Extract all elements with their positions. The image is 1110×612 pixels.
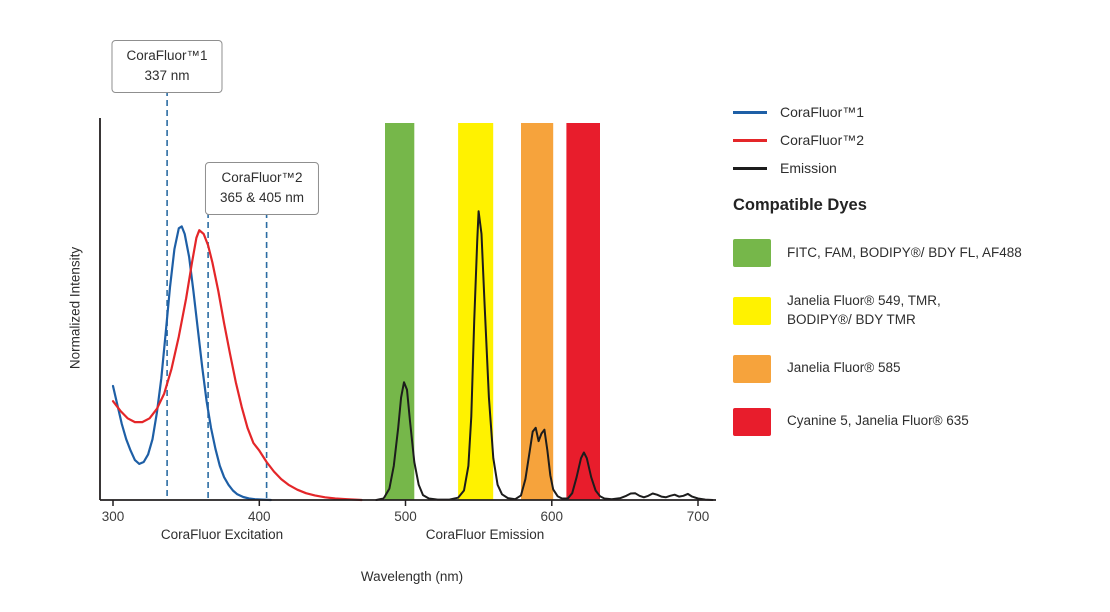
legend-item-corafluor2: CoraFluor™2 (733, 132, 1105, 148)
callout-corafluor1-wavelength: 337 nm (144, 68, 190, 84)
dye-swatch-green (733, 239, 771, 267)
x-tick-label-400: 400 (248, 509, 271, 524)
dye-band-yellow (458, 123, 494, 500)
side-panel: CoraFluor™1 CoraFluor™2 Emission Compati… (733, 104, 1105, 461)
legend-item-corafluor1: CoraFluor™1 (733, 104, 1105, 120)
legend-label-corafluor2: CoraFluor™2 (780, 132, 865, 148)
x-tick-label-600: 600 (541, 509, 564, 524)
legend-label-emission: Emission (780, 160, 837, 176)
x-tick-label-700: 700 (687, 509, 710, 524)
dye-swatch-red (733, 407, 771, 436)
dye-label-red: Cyanine 5, Janelia Fluor® 635 (787, 413, 969, 429)
dye-item-green: FITC, FAM, BODIPY®/ BDY FL, AF488 (733, 239, 1105, 267)
dye-label-yellow: Janelia Fluor® 549, TMR, BODIPY®/ BDY TM… (787, 293, 941, 327)
compatible-dyes-list: FITC, FAM, BODIPY®/ BDY FL, AF488 Janeli… (733, 239, 1105, 436)
callout-corafluor2: CoraFluor™2 365 & 405 nm (204, 162, 320, 215)
callout-corafluor1-title: CoraFluor™1 (126, 48, 208, 63)
dye-label-orange: Janelia Fluor® 585 (787, 360, 901, 376)
x-axis-group-excitation: CoraFluor Excitation (160, 527, 284, 542)
dye-item-red: Cyanine 5, Janelia Fluor® 635 (733, 407, 1105, 436)
x-tick-label-500: 500 (394, 509, 417, 524)
legend-item-emission: Emission (733, 160, 1105, 176)
callout-corafluor2-title: CoraFluor™2 (221, 170, 303, 185)
legend-line-sample-emission (733, 166, 767, 170)
series-corafluor-2-excitation (111, 229, 363, 502)
legend-label-corafluor1: CoraFluor™1 (780, 104, 865, 120)
dye-item-orange: Janelia Fluor® 585 (733, 354, 1105, 383)
legend-line-sample-corafluor1 (733, 110, 767, 114)
dye-band-green (385, 123, 415, 500)
dye-swatch-orange (733, 354, 771, 383)
x-tick-label-300: 300 (102, 509, 125, 524)
compatible-dyes-heading: Compatible Dyes (733, 196, 867, 214)
series-emission (375, 210, 714, 501)
x-axis-group-emission: CoraFluor Emission (425, 527, 545, 542)
dye-swatch-yellow (733, 296, 771, 325)
dye-item-yellow: Janelia Fluor® 549, TMR, BODIPY®/ BDY TM… (733, 292, 1105, 330)
spectra-legend: CoraFluor™1 CoraFluor™2 Emission (733, 104, 1105, 176)
dye-band-orange (521, 123, 554, 500)
spectra-plot: 300 400 500 600 700 (99, 90, 716, 524)
callout-corafluor2-wavelength: 365 & 405 nm (219, 190, 305, 206)
callout-corafluor1: CoraFluor™1 337 nm (111, 40, 223, 93)
series-corafluor-1-excitation (111, 225, 272, 502)
dye-band-red (566, 123, 600, 500)
legend-line-sample-corafluor2 (733, 138, 767, 142)
y-axis-label: Normalized Intensity (67, 246, 83, 370)
dye-label-green: FITC, FAM, BODIPY®/ BDY FL, AF488 (787, 244, 1022, 260)
x-axis-title: Wavelength (nm) (360, 569, 464, 584)
